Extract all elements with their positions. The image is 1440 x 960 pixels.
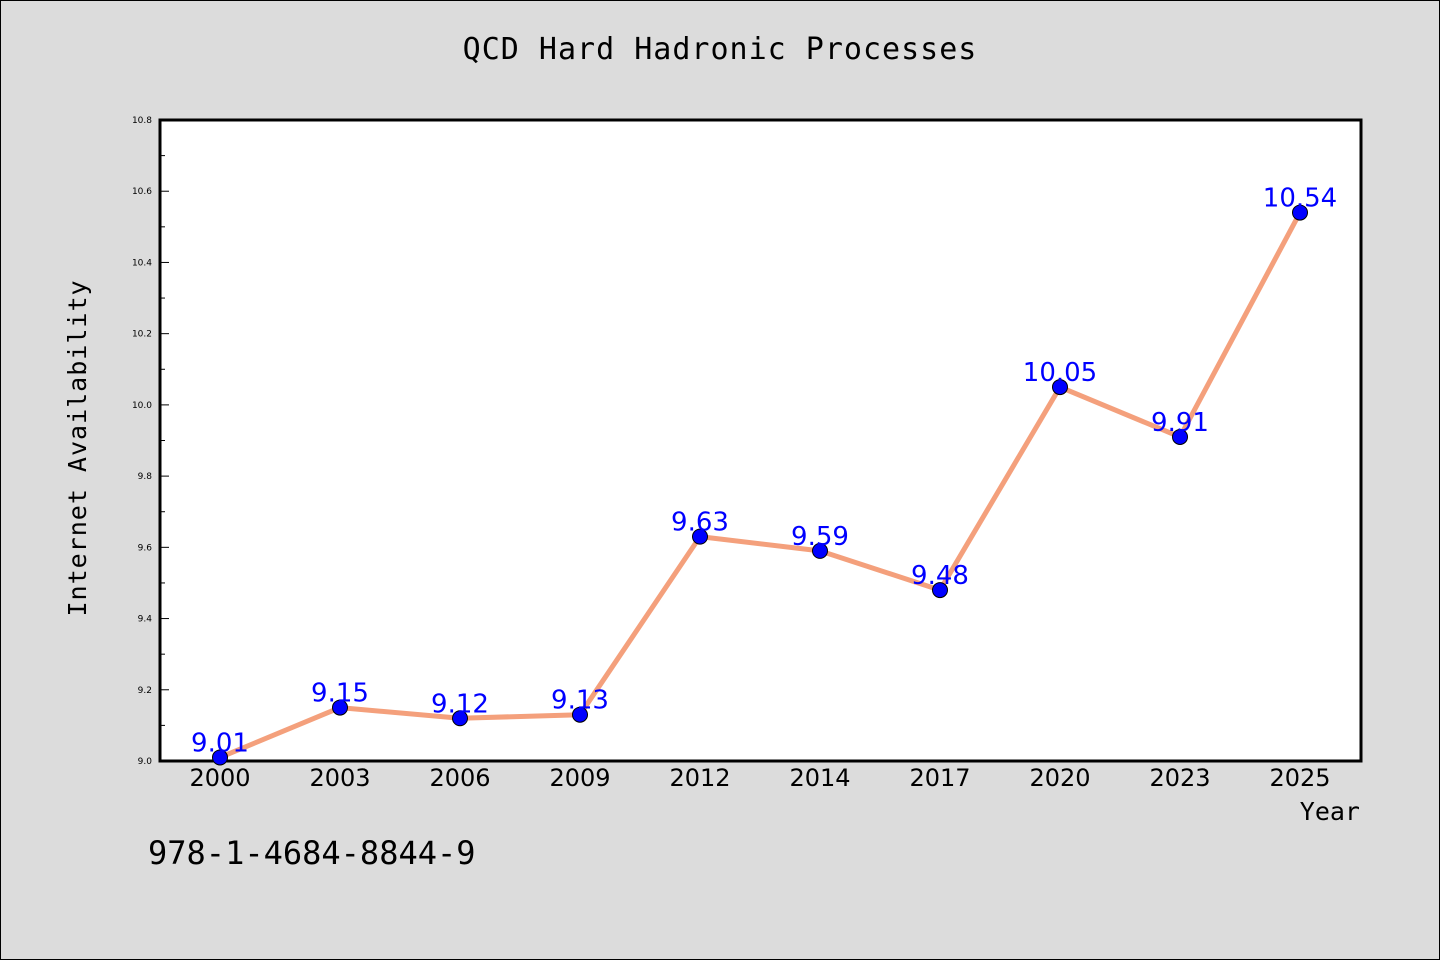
x-tick-label: 2000	[189, 764, 250, 792]
y-tick-label: 9.6	[138, 543, 153, 553]
data-label: 9.63	[671, 508, 729, 538]
footer-text: 978-1-4684-8844-9	[148, 834, 476, 872]
plot-area	[158, 118, 1363, 763]
data-label: 9.91	[1151, 408, 1209, 438]
x-tick-label: 2003	[309, 764, 370, 792]
x-tick-label: 2025	[1269, 764, 1330, 792]
x-tick-label: 2012	[669, 764, 730, 792]
data-point	[212, 749, 228, 766]
y-tick-label: 10.0	[132, 401, 152, 411]
y-tick-label: 10.4	[132, 258, 152, 268]
x-axis-label: Year	[1300, 797, 1360, 826]
y-tick-label: 9.0	[138, 757, 153, 767]
data-point	[572, 706, 588, 723]
x-tick-label: 2020	[1029, 764, 1090, 792]
data-label: 9.01	[191, 728, 249, 758]
data-point	[692, 528, 708, 545]
x-axis: 2000 2003 2006 2009 2012 2014 2017 2020 2023 2025	[189, 764, 1330, 792]
y-tick-label: 10.6	[132, 187, 152, 197]
data-label: 9.59	[791, 522, 849, 552]
y-tick-label: 9.8	[138, 472, 153, 482]
data-label: 9.12	[431, 689, 489, 719]
data-point	[452, 710, 468, 727]
data-point	[332, 699, 348, 716]
x-tick-label: 2006	[429, 764, 490, 792]
x-tick-label: 2023	[1149, 764, 1210, 792]
data-point	[932, 582, 948, 599]
data-label: 9.13	[551, 686, 609, 716]
data-label: 10.05	[1023, 358, 1097, 388]
data-point	[1172, 428, 1188, 445]
data-point	[1292, 204, 1308, 221]
data-label: 10.54	[1263, 184, 1337, 214]
y-axis: 9.0 9.2 9.4 9.6 9.8 10.0 10.2 10.4 10.6 10.8	[132, 116, 169, 767]
y-tick-label: 9.4	[138, 615, 153, 625]
data-label: 9.15	[311, 679, 369, 709]
data-label: 9.48	[911, 561, 969, 591]
data-point	[1052, 379, 1068, 396]
series-layer: 9.01 9.15 9.12 9.13 9.63 9.59 9.48 10.05 9.91 10.…	[191, 184, 1337, 766]
y-axis-label: Internet Availability	[63, 279, 92, 616]
y-tick-label: 9.2	[138, 686, 152, 696]
x-tick-label: 2014	[789, 764, 850, 792]
x-tick-label: 2017	[909, 764, 970, 792]
y-tick-label: 10.8	[132, 116, 152, 126]
data-point	[812, 542, 828, 559]
chart-title: QCD Hard Hadronic Processes	[462, 32, 978, 67]
x-tick-label: 2009	[549, 764, 610, 792]
series-line	[217, 210, 1303, 760]
y-tick-label: 10.2	[132, 330, 152, 340]
